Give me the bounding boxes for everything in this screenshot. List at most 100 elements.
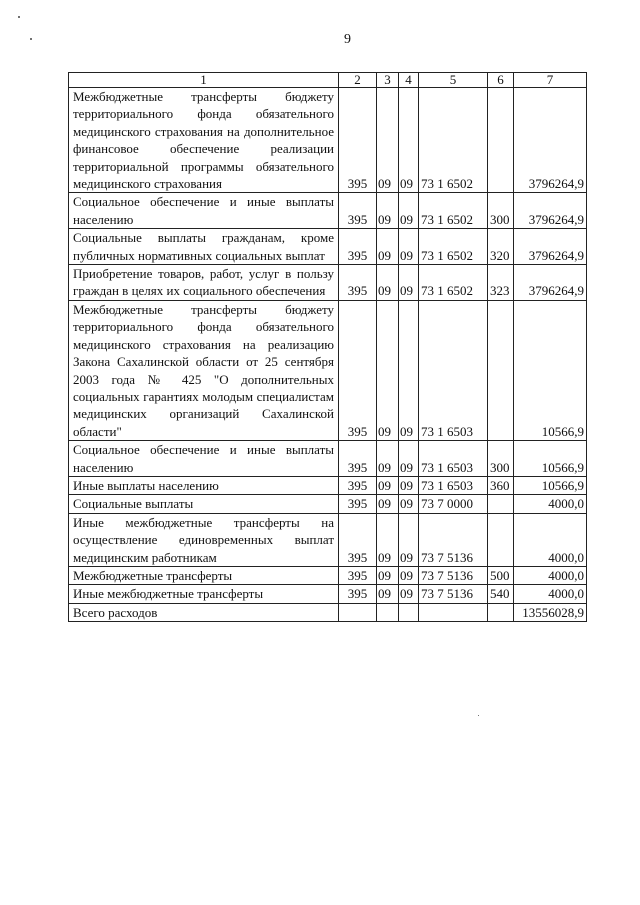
header-cell: 5 bbox=[418, 72, 488, 88]
amount-cell: 4000,0 bbox=[513, 512, 587, 567]
target-article-code-cell: 73 1 6502 bbox=[418, 264, 488, 301]
subsection-code-cell: 09 bbox=[398, 475, 419, 496]
subsection-code-cell: 09 bbox=[398, 86, 419, 194]
admin-code-cell: 395 bbox=[338, 584, 377, 604]
admin-code-cell: 395 bbox=[338, 494, 377, 514]
expense-type-code-cell bbox=[487, 86, 514, 194]
subsection-code-cell: 09 bbox=[398, 494, 419, 514]
subsection-code-cell: 09 bbox=[398, 565, 419, 586]
row-name-cell: Социальные выплаты гражданам, кроме публ… bbox=[68, 228, 339, 266]
target-article-code-cell: 73 1 6502 bbox=[418, 192, 488, 230]
table-row: Иные выплаты населению 395 09 09 73 1 6503 36… bbox=[68, 475, 587, 496]
expense-type-code-cell: 320 bbox=[487, 228, 514, 266]
section-code-cell: 09 bbox=[376, 565, 399, 586]
row-name-cell: Всего расходов bbox=[68, 602, 339, 623]
row-name-cell: Межбюджетные трансферты bbox=[68, 565, 339, 586]
target-article-code-cell: 73 1 6503 bbox=[418, 440, 488, 477]
target-article-code-cell: 73 7 5136 bbox=[418, 512, 488, 567]
subsection-code-cell: 09 bbox=[398, 584, 419, 604]
subsection-code-cell: 09 bbox=[398, 512, 419, 567]
section-code-cell: 09 bbox=[376, 440, 399, 477]
expense-type-code-cell: 360 bbox=[487, 475, 514, 496]
scan-speck bbox=[18, 16, 20, 18]
scan-speck bbox=[30, 38, 32, 40]
section-code-cell: 09 bbox=[376, 475, 399, 496]
amount-cell: 3796264,9 bbox=[513, 264, 587, 301]
target-article-code-cell: 73 7 0000 bbox=[418, 494, 488, 514]
table-row: Межбюджетные трансферты бюджету территор… bbox=[68, 299, 587, 442]
header-row: 1 2 3 4 5 6 7 bbox=[68, 72, 587, 88]
expense-type-code-cell: 323 bbox=[487, 264, 514, 301]
table-row: Иные межбюджетные трансферты на осуществ… bbox=[68, 512, 587, 567]
table-row: Социальное обеспечение и иные выплаты на… bbox=[68, 192, 587, 230]
table-row: Всего расходов 13556028,9 bbox=[68, 602, 587, 623]
target-article-code-cell: 73 7 5136 bbox=[418, 565, 488, 586]
section-code-cell: 09 bbox=[376, 264, 399, 301]
admin-code-cell: 395 bbox=[338, 299, 377, 442]
expense-type-code-cell bbox=[487, 602, 514, 623]
expense-type-code-cell: 500 bbox=[487, 565, 514, 586]
header-cell: 7 bbox=[513, 72, 587, 88]
section-code-cell: 09 bbox=[376, 299, 399, 442]
row-name-cell: Приобретение товаров, работ, услуг в пол… bbox=[68, 264, 339, 301]
subsection-code-cell: 09 bbox=[398, 299, 419, 442]
amount-cell: 13556028,9 bbox=[513, 602, 587, 623]
section-code-cell: 09 bbox=[376, 86, 399, 194]
admin-code-cell: 395 bbox=[338, 475, 377, 496]
amount-cell: 3796264,9 bbox=[513, 192, 587, 230]
row-name-cell: Иные выплаты населению bbox=[68, 475, 339, 496]
header-cell: 2 bbox=[338, 72, 377, 88]
amount-cell: 4000,0 bbox=[513, 494, 587, 514]
expense-type-code-cell bbox=[487, 299, 514, 442]
target-article-code-cell: 73 7 5136 bbox=[418, 584, 488, 604]
table-row: Социальные выплаты 395 09 09 73 7 0000 4000,0 bbox=[68, 494, 587, 514]
admin-code-cell: 395 bbox=[338, 512, 377, 567]
table-row: Приобретение товаров, работ, услуг в пол… bbox=[68, 264, 587, 301]
target-article-code-cell bbox=[418, 602, 488, 623]
row-name-cell: Иные межбюджетные трансферты на осуществ… bbox=[68, 512, 339, 567]
scan-speck bbox=[478, 715, 479, 716]
amount-cell: 3796264,9 bbox=[513, 86, 587, 194]
row-name-cell: Социальное обеспечение и иные выплаты на… bbox=[68, 440, 339, 477]
row-name-cell: Межбюджетные трансферты бюджету территор… bbox=[68, 299, 339, 442]
expense-type-code-cell bbox=[487, 512, 514, 567]
table-row: Иные межбюджетные трансферты 395 09 09 73 7 … bbox=[68, 584, 587, 604]
header-cell: 3 bbox=[376, 72, 399, 88]
amount-cell: 10566,9 bbox=[513, 475, 587, 496]
target-article-code-cell: 73 1 6503 bbox=[418, 475, 488, 496]
expenses-table: 1 2 3 4 5 6 7 Межбюджетные трансферты бю… bbox=[68, 72, 587, 623]
target-article-code-cell: 73 1 6502 bbox=[418, 228, 488, 266]
subsection-code-cell: 09 bbox=[398, 228, 419, 266]
admin-code-cell: 395 bbox=[338, 440, 377, 477]
row-name-cell: Социальные выплаты bbox=[68, 494, 339, 514]
row-name-cell: Иные межбюджетные трансферты bbox=[68, 584, 339, 604]
table-row: Социальное обеспечение и иные выплаты на… bbox=[68, 440, 587, 477]
admin-code-cell: 395 bbox=[338, 192, 377, 230]
subsection-code-cell: 09 bbox=[398, 440, 419, 477]
table-row: Социальные выплаты гражданам, кроме публ… bbox=[68, 228, 587, 266]
section-code-cell: 09 bbox=[376, 512, 399, 567]
subsection-code-cell: 09 bbox=[398, 192, 419, 230]
table-row: Межбюджетные трансферты 395 09 09 73 7 5136 5… bbox=[68, 565, 587, 586]
section-code-cell: 09 bbox=[376, 228, 399, 266]
subsection-code-cell: 09 bbox=[398, 264, 419, 301]
amount-cell: 3796264,9 bbox=[513, 228, 587, 266]
target-article-code-cell: 73 1 6503 bbox=[418, 299, 488, 442]
section-code-cell: 09 bbox=[376, 494, 399, 514]
section-code-cell: 09 bbox=[376, 192, 399, 230]
table-row: Межбюджетные трансферты бюджету территор… bbox=[68, 86, 587, 194]
expense-type-code-cell: 300 bbox=[487, 440, 514, 477]
header-cell: 1 bbox=[68, 72, 339, 88]
section-code-cell bbox=[376, 602, 399, 623]
expense-type-code-cell: 540 bbox=[487, 584, 514, 604]
subsection-code-cell bbox=[398, 602, 419, 623]
expense-type-code-cell bbox=[487, 494, 514, 514]
row-name-cell: Социальное обеспечение и иные выплаты на… bbox=[68, 192, 339, 230]
admin-code-cell bbox=[338, 602, 377, 623]
row-name-cell: Межбюджетные трансферты бюджету территор… bbox=[68, 86, 339, 194]
admin-code-cell: 395 bbox=[338, 565, 377, 586]
amount-cell: 4000,0 bbox=[513, 584, 587, 604]
header-cell: 6 bbox=[487, 72, 514, 88]
header-cell: 4 bbox=[398, 72, 419, 88]
page-number: 9 bbox=[344, 32, 351, 47]
